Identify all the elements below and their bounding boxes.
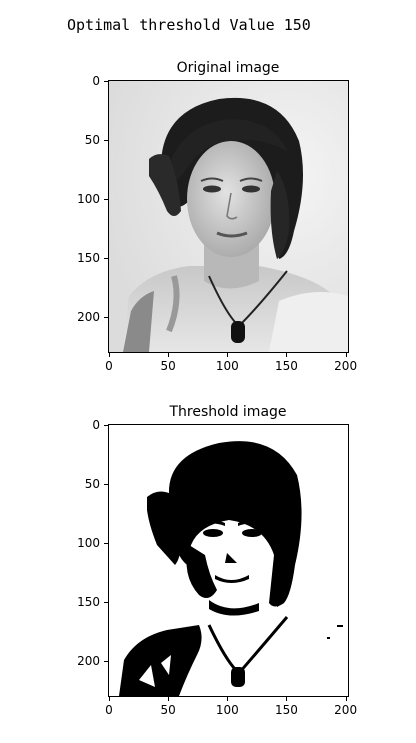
original-x-tick-label: 50 bbox=[160, 359, 176, 373]
original-y-tick-mark bbox=[104, 198, 108, 200]
original-image-axes bbox=[108, 80, 349, 353]
threshold-y-tick-mark bbox=[104, 660, 108, 662]
threshold-x-tick-mark bbox=[227, 697, 229, 701]
threshold-x-tick-label: 200 bbox=[334, 703, 358, 717]
original-y-tick-mark bbox=[104, 316, 108, 318]
original-y-tick-mark bbox=[104, 257, 108, 259]
original-y-tick-label: 0 bbox=[92, 74, 100, 88]
original-x-tick-mark bbox=[227, 353, 229, 357]
threshold-x-tick-label: 0 bbox=[105, 703, 113, 717]
threshold-y-tick-label: 150 bbox=[77, 594, 100, 609]
threshold-y-tick-label: 100 bbox=[77, 535, 100, 550]
threshold-x-tick-label: 100 bbox=[215, 703, 239, 717]
threshold-y-tick-mark bbox=[104, 542, 108, 544]
original-x-tick-label: 100 bbox=[215, 359, 239, 373]
threshold-y-tick-label: 200 bbox=[77, 653, 100, 668]
threshold-x-tick-label: 150 bbox=[275, 703, 298, 717]
threshold-y-tick-mark bbox=[104, 601, 108, 603]
threshold-x-tick-mark bbox=[345, 697, 347, 701]
threshold-image-title: Threshold image bbox=[169, 404, 287, 420]
original-y-tick-label: 100 bbox=[77, 191, 100, 206]
original-y-tick-label: 200 bbox=[77, 309, 100, 324]
original-x-tick-label: 0 bbox=[105, 359, 113, 373]
original-x-tick-mark bbox=[109, 353, 110, 357]
original-x-tick-label: 150 bbox=[275, 359, 298, 373]
original-y-tick-mark bbox=[104, 81, 108, 82]
threshold-y-tick-label: 50 bbox=[84, 476, 100, 491]
threshold-y-tick-label: 0 bbox=[92, 418, 100, 432]
original-image-picture bbox=[109, 81, 348, 352]
threshold-x-tick-mark bbox=[168, 697, 170, 701]
threshold-x-tick-mark bbox=[286, 697, 288, 701]
original-x-tick-mark bbox=[286, 353, 288, 357]
threshold-y-tick-mark bbox=[104, 483, 108, 485]
threshold-image-axes bbox=[108, 424, 349, 697]
threshold-y-tick-mark bbox=[104, 425, 108, 426]
original-y-tick-label: 150 bbox=[77, 250, 100, 265]
threshold-image-picture bbox=[109, 425, 348, 696]
threshold-x-tick-mark bbox=[109, 697, 110, 701]
original-x-tick-mark bbox=[168, 353, 170, 357]
original-y-tick-mark bbox=[104, 139, 108, 141]
original-x-tick-label: 200 bbox=[334, 359, 358, 373]
original-y-tick-label: 50 bbox=[84, 132, 100, 147]
original-image-title: Original image bbox=[176, 60, 280, 76]
output-text: Optimal threshold Value 150 bbox=[67, 16, 311, 34]
threshold-x-tick-label: 50 bbox=[160, 703, 176, 717]
original-x-tick-mark bbox=[345, 353, 347, 357]
